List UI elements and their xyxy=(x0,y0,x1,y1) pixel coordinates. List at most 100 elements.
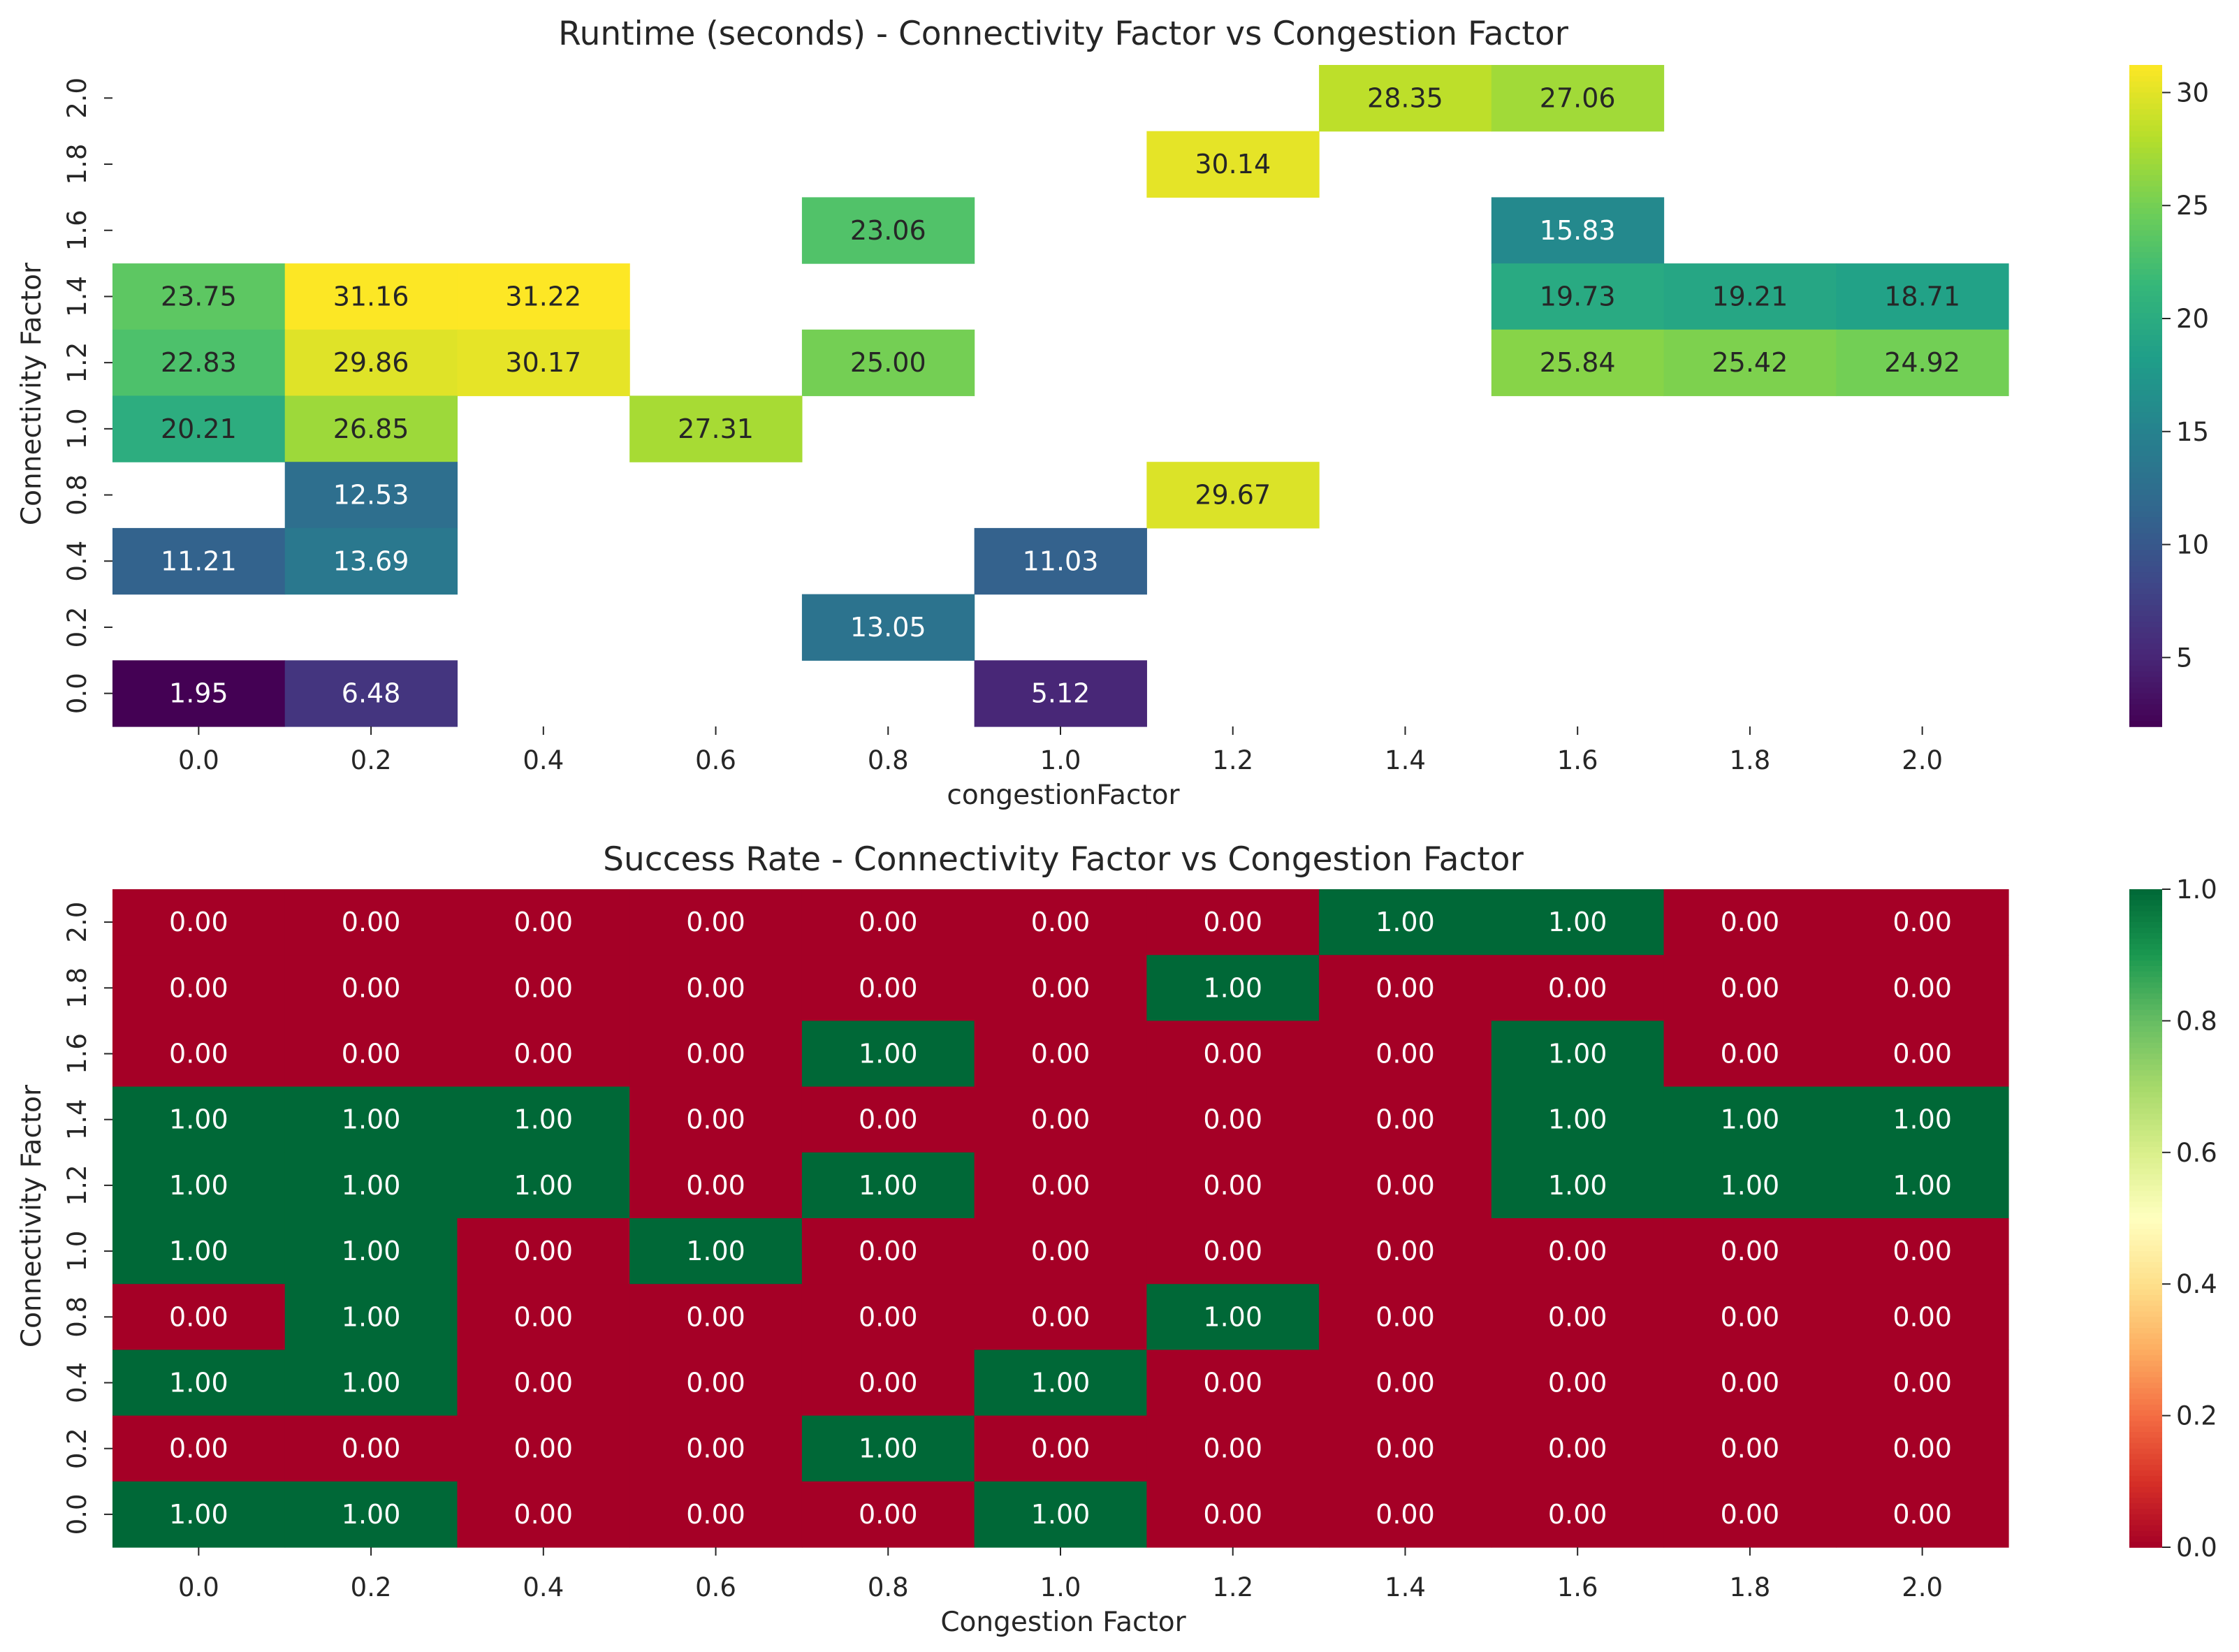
colorbar-tick-label: 5 xyxy=(2176,643,2193,673)
colorbar-segment xyxy=(2129,1509,2162,1515)
colorbar-segment xyxy=(2129,1042,2162,1049)
colorbar-segment xyxy=(2129,676,2162,683)
colorbar-segment xyxy=(2129,247,2162,254)
colorbar-segment xyxy=(2129,418,2162,424)
heatmap-cell xyxy=(629,1284,803,1350)
heatmap-cell xyxy=(284,955,458,1021)
colorbar-segment xyxy=(2129,1125,2162,1132)
cell-value-label: 0.00 xyxy=(1031,907,1091,937)
colorbar-segment xyxy=(2129,428,2162,435)
colorbar-segment xyxy=(2129,1015,2162,1022)
colorbar-tick-label: 1.0 xyxy=(2176,875,2217,905)
runtime-x-axis: 0.0 0.2 0.4 0.6 0.8 1.0 1.2 1.4 1.6 1.8 2.0 xyxy=(178,726,1943,775)
heatmap-cell xyxy=(1663,263,1837,330)
colorbar-segment xyxy=(2129,977,2162,984)
colorbar-segment xyxy=(2129,1492,2162,1499)
heatmap-cell xyxy=(284,1021,458,1088)
heatmap-cell xyxy=(801,1218,975,1285)
cell-value-label: 1.00 xyxy=(169,1236,228,1266)
colorbar-segment xyxy=(2129,1355,2162,1361)
cell-value-label: 0.00 xyxy=(1031,972,1091,1003)
heatmap-cell xyxy=(284,527,458,595)
colorbar-segment xyxy=(2129,291,2162,298)
colorbar-segment xyxy=(2129,92,2162,99)
cell-value-label: 1.00 xyxy=(342,1170,401,1201)
cell-value-label: 20.21 xyxy=(161,414,237,444)
colorbar-segment xyxy=(2129,611,2162,617)
heatmap-cell xyxy=(801,889,975,956)
colorbar-segment xyxy=(2129,1514,2162,1521)
heatmap-cell xyxy=(1836,1021,2009,1088)
cell-value-label: 0.00 xyxy=(1548,1368,1607,1398)
cell-value-label: 0.00 xyxy=(1892,1236,1952,1266)
heatmap-cell xyxy=(629,395,803,462)
colorbar-segment xyxy=(2129,180,2162,187)
colorbar-segment xyxy=(2129,1421,2162,1428)
cell-value-label: 0.00 xyxy=(1376,1433,1435,1464)
heatmap-cell xyxy=(284,1350,458,1417)
colorbar-segment xyxy=(2129,169,2162,176)
colorbar-segment xyxy=(2129,660,2162,666)
colorbar-segment xyxy=(2129,1119,2162,1126)
cell-value-label: 15.83 xyxy=(1540,215,1616,246)
colorbar-segment xyxy=(2129,616,2162,622)
cell-value-label: 0.00 xyxy=(1892,907,1952,937)
cell-value-label: 1.00 xyxy=(1031,1499,1091,1530)
success-rate-heatmap-cells: 0.00 0.00 0.00 0.00 0.00 0.00 0.00 1.00 1.00 0.00… xyxy=(112,889,2009,1548)
heatmap-cell xyxy=(801,1021,975,1088)
cell-value-label: 1.00 xyxy=(1203,1301,1262,1332)
cell-value-label: 0.00 xyxy=(1203,1499,1262,1530)
heatmap-cell xyxy=(284,329,458,397)
colorbar-segment xyxy=(2129,1174,2162,1180)
colorbar-segment xyxy=(2129,197,2162,204)
cell-value-label: 1.00 xyxy=(859,1170,918,1201)
heatmap-cell xyxy=(457,1021,630,1088)
cell-value-label: 29.86 xyxy=(333,347,409,378)
heatmap-cell xyxy=(1836,1350,2009,1417)
cell-value-label: 0.00 xyxy=(1031,1170,1091,1201)
y-tick-label: 1.8 xyxy=(62,967,92,1009)
heatmap-cell xyxy=(457,889,630,956)
heatmap-cell xyxy=(1663,1086,1837,1153)
cell-value-label: 0.00 xyxy=(859,1236,918,1266)
heatmap-cell xyxy=(457,1152,630,1219)
y-tick-label: 1.4 xyxy=(62,1099,92,1140)
heatmap-cell xyxy=(1491,1481,1665,1548)
colorbar-segment xyxy=(2129,147,2162,154)
y-tick-label: 0.2 xyxy=(62,607,92,648)
colorbar-segment xyxy=(2129,1229,2162,1236)
heatmap-cell xyxy=(284,1415,458,1482)
colorbar-segment xyxy=(2129,1113,2162,1120)
colorbar-segment xyxy=(2129,109,2162,115)
y-tick-label: 1.2 xyxy=(62,342,92,383)
colorbar-segment xyxy=(2129,933,2162,940)
heatmap-cell xyxy=(1491,197,1665,264)
y-tick-label: 2.0 xyxy=(62,78,92,119)
heatmap-cell xyxy=(284,889,458,956)
cell-value-label: 1.00 xyxy=(169,1170,228,1201)
colorbar-segment xyxy=(2129,905,2162,912)
colorbar-segment xyxy=(2129,1475,2162,1482)
cell-value-label: 0.00 xyxy=(169,1433,228,1464)
x-tick-label: 0.4 xyxy=(523,745,564,775)
cell-value-label: 1.00 xyxy=(859,1433,918,1464)
cell-value-label: 0.00 xyxy=(859,1368,918,1398)
cell-value-label: 0.00 xyxy=(514,972,574,1003)
heatmap-cell xyxy=(801,1350,975,1417)
success-rate-x-axis: 0.0 0.2 0.4 0.6 0.8 1.0 1.2 1.4 1.6 1.8 2.0 xyxy=(178,1547,1943,1602)
heatmap-cell xyxy=(974,660,1147,727)
colorbar-segment xyxy=(2129,687,2162,694)
colorbar-segment xyxy=(2129,1048,2162,1055)
heatmap-cell xyxy=(112,1350,286,1417)
colorbar-segment xyxy=(2129,1169,2162,1175)
colorbar-segment xyxy=(2129,1317,2162,1323)
cell-value-label: 0.00 xyxy=(1721,1368,1780,1398)
runtime-heatmap-panel: Runtime (seconds) - Connectivity Factor … xyxy=(16,15,2209,811)
cell-value-label: 0.00 xyxy=(514,1301,574,1332)
colorbar-segment xyxy=(2129,1037,2162,1044)
heatmap-cell xyxy=(1663,1152,1837,1219)
colorbar-segment xyxy=(2129,1136,2162,1142)
heatmap-cell xyxy=(1319,1086,1492,1153)
heatmap-cell xyxy=(1836,1415,2009,1482)
x-tick-label: 0.6 xyxy=(695,1572,736,1602)
